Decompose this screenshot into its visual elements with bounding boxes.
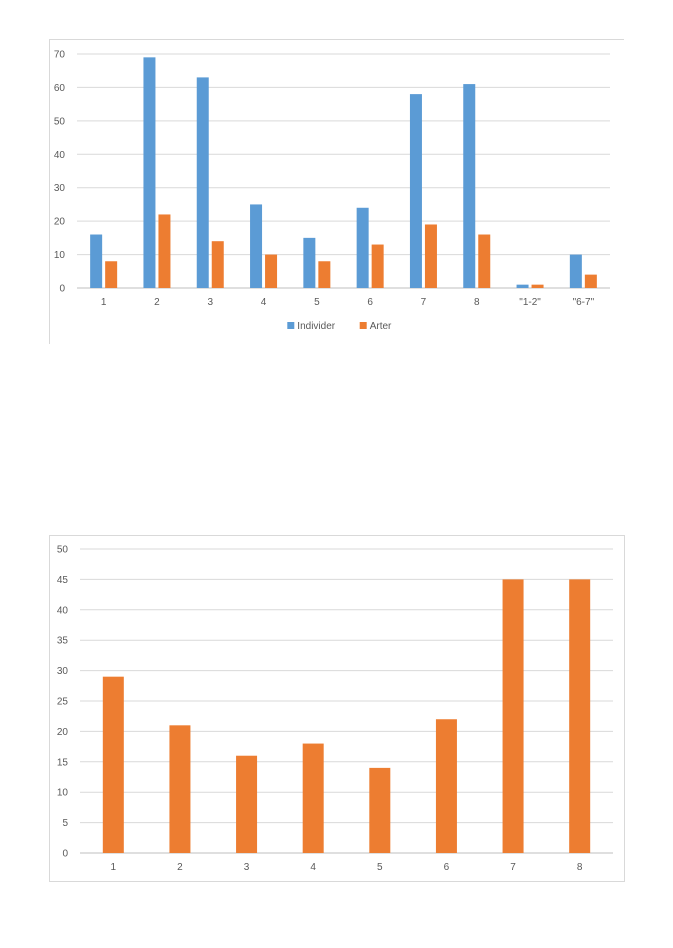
y-tick-label: 20 [57, 727, 69, 738]
x-tick-label: 1 [101, 297, 107, 308]
x-tick-label: "1-2" [519, 297, 541, 308]
bar-arter-7 [424, 224, 437, 288]
bar-series-2 [169, 725, 191, 853]
bar-individer-9 [516, 284, 529, 288]
chart-single-series: 0 5 10 15 20 25 30 35 40 45 50 1 2 3 4 5 6 7 8 [49, 535, 625, 882]
y-tick-label: 50 [57, 545, 69, 556]
x-tick-label: "6-7" [573, 297, 595, 308]
bar-series-5 [369, 767, 391, 853]
bar-series-8 [569, 579, 591, 853]
chart-individer-arter: 0 10 20 30 40 50 60 70 1 2 3 4 5 6 7 8 "1-2" "6-7" Individ… [49, 39, 624, 344]
bar-arter-5 [318, 261, 331, 288]
x-tick-label: 5 [314, 297, 320, 308]
y-tick-label: 10 [54, 250, 66, 261]
bar-individer-1 [90, 234, 103, 288]
y-tick-label: 35 [57, 636, 69, 647]
bar-arter-1 [105, 261, 118, 288]
bar-series-4 [302, 743, 324, 853]
y-tick-label: 10 [57, 788, 69, 799]
y-tick-label: 45 [57, 575, 69, 586]
x-tick-label: 7 [421, 297, 427, 308]
x-tick-label: 8 [577, 862, 583, 873]
y-tick-label: 15 [57, 757, 69, 768]
y-tick-label: 40 [57, 605, 69, 616]
y-tick-label: 70 [54, 50, 66, 61]
bar-arter-9 [531, 284, 544, 288]
bar-individer-3 [196, 77, 209, 289]
bar-individer-8 [463, 84, 476, 288]
bar-arter-4 [265, 254, 278, 288]
bar-series-3 [236, 755, 258, 853]
bar-individer-4 [250, 204, 263, 288]
y-tick-label: 50 [54, 116, 66, 127]
bar-chart-1: 0 10 20 30 40 50 60 70 1 2 3 4 5 6 7 8 "1-2" "6-7" Individ… [54, 50, 610, 332]
x-tick-label: 6 [367, 297, 373, 308]
x-tick-label: 4 [310, 862, 316, 873]
bar-arter-8 [478, 234, 491, 288]
y-tick-label: 0 [62, 849, 68, 860]
bar-individer-7 [409, 94, 422, 288]
legend-swatch [287, 322, 295, 329]
bar-individer-10 [569, 254, 582, 288]
bar-individer-6 [356, 207, 369, 288]
y-tick-label: 30 [57, 666, 69, 677]
x-tick-label: 2 [154, 297, 160, 308]
bar-arter-10 [584, 274, 597, 288]
y-tick-label: 30 [54, 183, 66, 194]
y-tick-label: 5 [62, 818, 68, 829]
x-tick-label: 3 [244, 862, 250, 873]
x-tick-label: 1 [111, 862, 117, 873]
x-tick-label: 7 [510, 862, 516, 873]
bar-series-6 [435, 719, 457, 853]
bar-arter-6 [371, 244, 384, 288]
y-tick-label: 0 [59, 284, 65, 295]
x-tick-label: 5 [377, 862, 383, 873]
bar-series-1 [102, 676, 124, 853]
bar-individer-2 [143, 57, 156, 288]
x-tick-label: 4 [261, 297, 267, 308]
y-tick-label: 20 [54, 217, 66, 228]
bar-series-7 [502, 579, 524, 853]
y-tick-label: 25 [57, 697, 69, 708]
bar-arter-3 [211, 241, 224, 288]
bar-individer-5 [303, 237, 316, 288]
y-tick-label: 60 [54, 83, 66, 94]
bar-arter-2 [158, 214, 171, 288]
legend-label: Individer [297, 321, 335, 332]
legend-swatch [359, 322, 367, 329]
x-tick-label: 6 [444, 862, 450, 873]
legend-label: Arter [370, 321, 392, 332]
x-tick-label: 2 [177, 862, 183, 873]
x-tick-label: 8 [474, 297, 480, 308]
y-tick-label: 40 [54, 150, 66, 161]
x-tick-label: 3 [207, 297, 213, 308]
